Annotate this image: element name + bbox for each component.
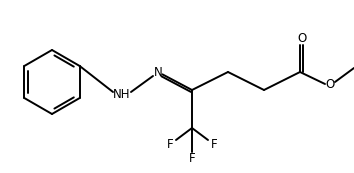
Text: N: N <box>154 66 162 79</box>
Text: F: F <box>189 152 195 165</box>
Text: NH: NH <box>113 89 131 102</box>
Text: O: O <box>325 78 335 90</box>
Text: F: F <box>167 138 173 151</box>
Text: F: F <box>211 138 217 151</box>
Text: O: O <box>297 31 306 44</box>
